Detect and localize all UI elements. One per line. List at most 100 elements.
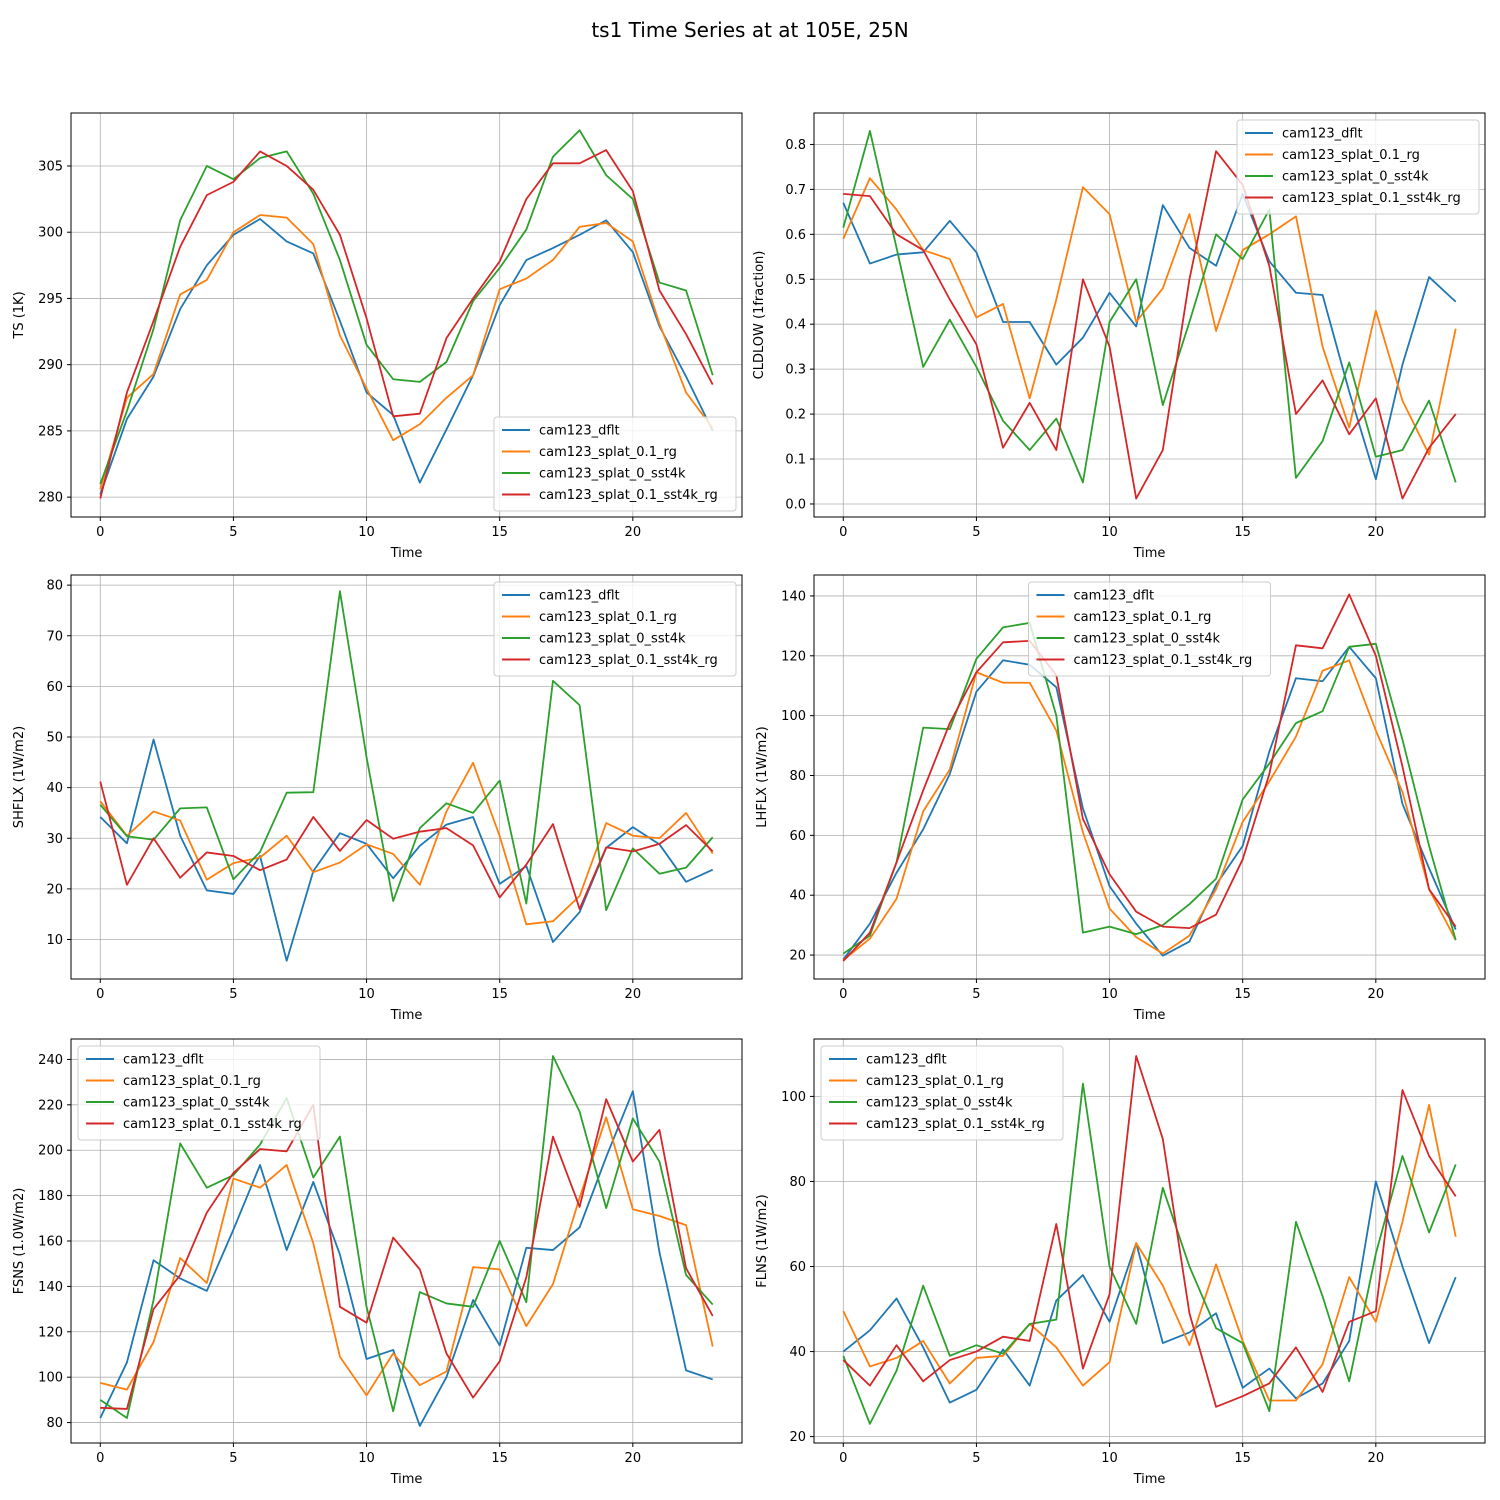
y-tick-label: 300 (38, 226, 63, 241)
series-line-cam123_splat_0.1_rg (99, 214, 714, 490)
y-tick-label: 30 (46, 832, 63, 847)
legend-box (820, 1045, 1064, 1141)
y-axis-label: LHFLX (1W/m2) (755, 726, 770, 827)
y-tick-label: 220 (38, 1098, 63, 1113)
legend: cam123_dflt cam123_splat_0.1_rg cam123_spl… (77, 1045, 321, 1141)
y-tick-label: 80 (46, 1416, 63, 1431)
y-tick-label: 120 (781, 649, 806, 664)
y-tick-label: 295 (38, 292, 63, 307)
y-axis-label: CLDLOW (1fraction) (752, 251, 767, 380)
x-axis-label: Time (390, 546, 423, 561)
axes-frame (70, 112, 743, 518)
y-axis-label: FSNS (1.0W/m2) (12, 1188, 27, 1295)
legend-box (493, 581, 737, 677)
legend-label: cam123_splat_0.1_rg (1074, 610, 1212, 625)
y-tick-label: 80 (46, 579, 63, 594)
x-tick-label: 0 (839, 525, 847, 540)
series-line-cam123_splat_0.1_rg (842, 659, 1457, 961)
series-line-cam123_dflt (842, 645, 1457, 961)
y-tick-label: 0.7 (785, 183, 806, 198)
y-tick-label: 290 (38, 358, 63, 373)
x-axis-label: Time (1133, 1008, 1166, 1023)
legend-label: cam123_splat_0.1_rg (123, 1074, 261, 1089)
series-line-cam123_splat_0.1_rg (842, 1104, 1457, 1402)
legend-label: cam123_splat_0.1_sst4k_rg (1282, 191, 1461, 206)
y-tick-label: 160 (38, 1235, 63, 1250)
legend-label: cam123_splat_0_sst4k (539, 467, 686, 482)
x-tick-label: 0 (839, 1451, 847, 1466)
y-tick-label: 0.8 (785, 138, 806, 153)
legend-label: cam123_dflt (539, 589, 620, 604)
x-axis-label: Time (1133, 546, 1166, 561)
legend-label: cam123_dflt (539, 424, 620, 439)
y-tick-label: 70 (46, 629, 63, 644)
y-tick-label: 20 (46, 882, 63, 897)
x-tick-label: 20 (625, 525, 642, 540)
series-line-cam123_splat_0_sst4k (99, 590, 714, 912)
y-tick-label: 60 (789, 829, 806, 844)
x-tick-label: 5 (229, 1451, 237, 1466)
series-line-cam123_splat_0_sst4k (842, 621, 1457, 955)
x-tick-label: 10 (358, 525, 375, 540)
axes-frame (813, 112, 1486, 518)
y-tick-label: 285 (38, 424, 63, 439)
y-axis-label: SHFLX (1W/m2) (12, 726, 27, 828)
legend-label: cam123_splat_0_sst4k (539, 632, 686, 647)
legend-label: cam123_splat_0.1_rg (866, 1074, 1004, 1089)
subplot-4: 0 5 10 15 20 20 40 60 80 100 120 140 Time LHFLX (1W/m… (755, 574, 1486, 1023)
y-tick-label: 80 (789, 1175, 806, 1190)
subplot-1: 0 5 10 15 20 280 285 290 295 300 305 Time TS (1K) cam… (12, 112, 743, 561)
y-tick-label: 0.1 (785, 453, 806, 468)
series-line-cam123_splat_0_sst4k (99, 129, 714, 485)
y-tick-label: 280 (38, 491, 63, 506)
legend-label: cam123_splat_0.1_rg (1282, 148, 1420, 163)
subplot-6: 0 5 10 15 20 20 40 60 80 100 Time FLNS (1W/m2) cam12… (755, 1038, 1486, 1487)
x-tick-label: 10 (1101, 1451, 1118, 1466)
y-tick-label: 10 (46, 933, 63, 948)
legend-label: cam123_splat_0.1_sst4k_rg (1074, 653, 1253, 668)
legend-label: cam123_dflt (123, 1053, 204, 1068)
series-line-cam123_splat_0_sst4k (842, 130, 1457, 484)
series-line-cam123_splat_0.1_rg (842, 177, 1457, 456)
legend-label: cam123_splat_0.1_sst4k_rg (539, 488, 718, 503)
x-tick-label: 5 (972, 987, 980, 1002)
y-tick-label: 100 (781, 709, 806, 724)
y-tick-label: 40 (46, 781, 63, 796)
legend-label: cam123_dflt (1074, 589, 1155, 604)
y-tick-label: 140 (781, 589, 806, 604)
series-line-cam123_dflt (99, 1090, 714, 1427)
x-tick-label: 15 (491, 987, 508, 1002)
y-tick-label: 80 (789, 769, 806, 784)
series-line-cam123_splat_0.1_sst4k_rg (99, 149, 714, 499)
legend: cam123_dflt cam123_splat_0.1_rg cam123_spl… (1028, 581, 1271, 677)
x-tick-label: 15 (1234, 525, 1251, 540)
y-tick-label: 200 (38, 1144, 63, 1159)
legend-label: cam123_splat_0.1_rg (539, 610, 677, 625)
y-tick-label: 20 (789, 1430, 806, 1445)
axes-frame (70, 574, 743, 980)
x-tick-label: 0 (96, 525, 104, 540)
legend-box (493, 416, 737, 512)
x-tick-label: 15 (1234, 1451, 1251, 1466)
series-line-cam123_splat_0.1_sst4k_rg (843, 150, 1457, 500)
x-tick-label: 0 (839, 987, 847, 1002)
y-tick-label: 60 (789, 1260, 806, 1275)
y-tick-label: 0.0 (785, 497, 806, 512)
legend: cam123_dflt cam123_splat_0.1_rg cam123_spl… (493, 581, 737, 677)
subplot-5: 0 5 10 15 20 80 100 120 140 160 180 200 220 240 Time FS… (12, 1038, 743, 1487)
legend: cam123_dflt cam123_splat_0.1_rg cam123_spl… (1236, 119, 1480, 215)
x-tick-label: 0 (96, 987, 104, 1002)
y-tick-label: 240 (38, 1053, 63, 1068)
x-tick-label: 20 (625, 1451, 642, 1466)
x-tick-label: 5 (972, 525, 980, 540)
x-axis-label: Time (390, 1008, 423, 1023)
legend-box (77, 1045, 321, 1141)
series-line-cam123_splat_0.1_sst4k_rg (842, 1055, 1457, 1408)
y-tick-label: 40 (789, 889, 806, 904)
y-axis-label: TS (1K) (12, 291, 27, 339)
series-line-cam123_splat_0.1_rg (100, 1116, 714, 1397)
x-axis-label: Time (1133, 1472, 1166, 1487)
series-line-cam123_splat_0_sst4k (99, 1055, 714, 1419)
legend-box (1028, 581, 1271, 677)
